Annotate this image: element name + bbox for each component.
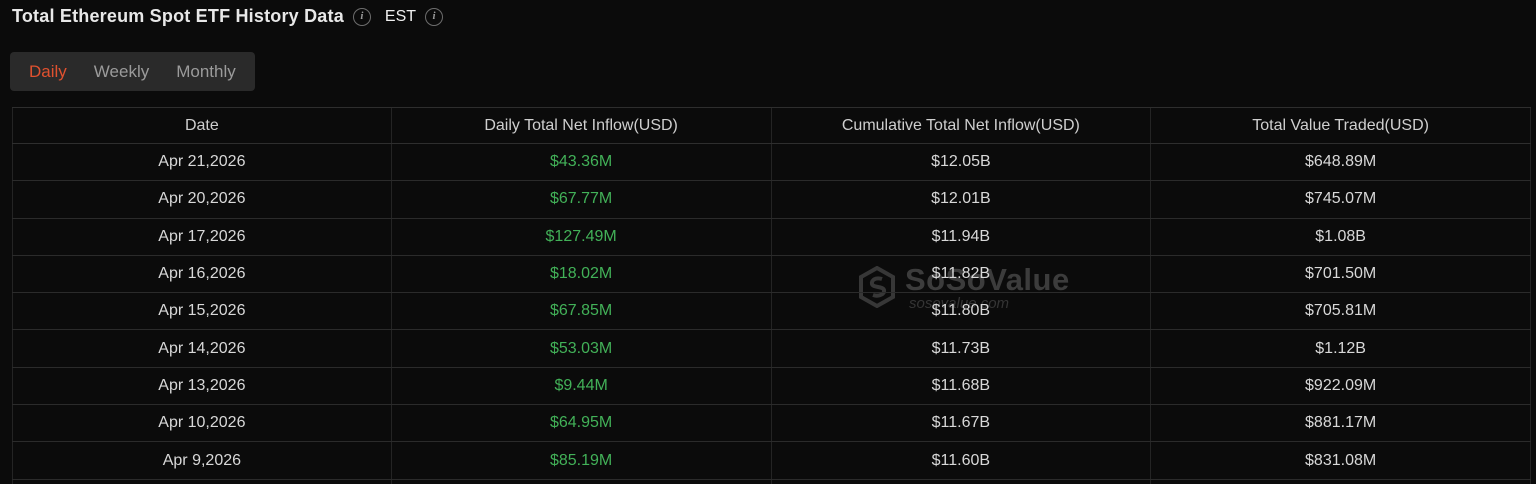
date-cell [12,479,392,484]
value-traded-cell: $705.81M [1151,293,1531,330]
daily-inflow-cell: $53.03M [392,330,772,367]
cumulative-inflow-cell: $11.73B [772,330,1152,367]
column-header-value-traded: Total Value Traded(USD) [1151,108,1531,143]
cumulative-inflow-cell: $11.67B [772,405,1152,442]
daily-inflow-cell: $9.44M [392,367,772,405]
date-cell: Apr 20,2026 [12,181,392,218]
cumulative-inflow-cell: $12.01B [772,181,1152,218]
cumulative-inflow-cell: $11.80B [772,293,1152,330]
table-row[interactable]: Apr 15,2026 $67.85M $11.80B $705.81M [12,293,1531,331]
interval-tab-group: Daily Weekly Monthly [10,52,255,91]
daily-inflow-cell: $43.36M [392,144,772,181]
column-header-cumulative-inflow: Cumulative Total Net Inflow(USD) [772,108,1152,143]
value-traded-cell: $831.08M [1151,442,1531,479]
table-row[interactable]: Apr 13,2026 $9.44M $11.68B $922.09M [12,367,1531,406]
timezone-label: EST [384,7,417,25]
cumulative-inflow-cell: $11.94B [772,218,1152,255]
timezone-info-icon[interactable]: i [425,7,444,26]
value-traded-cell: $745.07M [1151,181,1531,218]
value-traded-cell: $1.12B [1151,330,1531,367]
table-row[interactable]: Apr 14,2026 $53.03M $11.73B $1.12B [12,330,1531,368]
table-row[interactable]: Apr 9,2026 $85.19M $11.60B $831.08M [12,442,1531,480]
date-cell: Apr 21,2026 [12,144,392,181]
daily-inflow-cell: $85.19M [392,442,772,479]
page-header: Total Ethereum Spot ETF History Data i E… [12,6,444,27]
value-traded-cell [1151,479,1531,484]
tab-monthly[interactable]: Monthly [176,61,236,81]
cumulative-inflow-cell [772,479,1152,484]
table-row[interactable]: Apr 16,2026 $18.02M $11.82B $701.50M [12,255,1531,294]
table-row-partial [12,479,1531,484]
date-cell: Apr 10,2026 [12,405,392,442]
cumulative-inflow-cell: $11.60B [772,442,1152,479]
tab-daily[interactable]: Daily [29,61,67,81]
date-cell: Apr 17,2026 [12,218,392,255]
table-row[interactable]: Apr 17,2026 $127.49M $11.94B $1.08B [12,218,1531,256]
page-title: Total Ethereum Spot ETF History Data [12,6,344,26]
info-icon[interactable]: i [352,7,371,26]
value-traded-cell: $648.89M [1151,144,1531,181]
value-traded-cell: $701.50M [1151,255,1531,293]
table-header-row: Date Daily Total Net Inflow(USD) Cumulat… [12,107,1531,144]
column-header-date: Date [12,108,392,143]
daily-inflow-cell [392,479,772,484]
table-row[interactable]: Apr 20,2026 $67.77M $12.01B $745.07M [12,181,1531,219]
table-body: Apr 21,2026 $43.36M $12.05B $648.89M Apr… [12,144,1531,480]
value-traded-cell: $881.17M [1151,405,1531,442]
value-traded-cell: $1.08B [1151,218,1531,255]
etf-history-table: Date Daily Total Net Inflow(USD) Cumulat… [12,107,1531,484]
table-row[interactable]: Apr 21,2026 $43.36M $12.05B $648.89M [12,144,1531,182]
date-cell: Apr 14,2026 [12,330,392,367]
date-cell: Apr 15,2026 [12,293,392,330]
cumulative-inflow-cell: $11.68B [772,367,1152,405]
column-header-daily-inflow: Daily Total Net Inflow(USD) [392,108,772,143]
daily-inflow-cell: $64.95M [392,405,772,442]
table-row[interactable]: Apr 10,2026 $64.95M $11.67B $881.17M [12,405,1531,443]
tab-weekly[interactable]: Weekly [93,61,150,81]
daily-inflow-cell: $127.49M [392,218,772,255]
value-traded-cell: $922.09M [1151,367,1531,405]
date-cell: Apr 9,2026 [12,442,392,479]
daily-inflow-cell: $18.02M [392,255,772,293]
date-cell: Apr 13,2026 [12,367,392,405]
daily-inflow-cell: $67.77M [392,181,772,218]
cumulative-inflow-cell: $11.82B [772,255,1152,293]
cumulative-inflow-cell: $12.05B [772,144,1152,181]
date-cell: Apr 16,2026 [12,255,392,293]
daily-inflow-cell: $67.85M [392,293,772,330]
